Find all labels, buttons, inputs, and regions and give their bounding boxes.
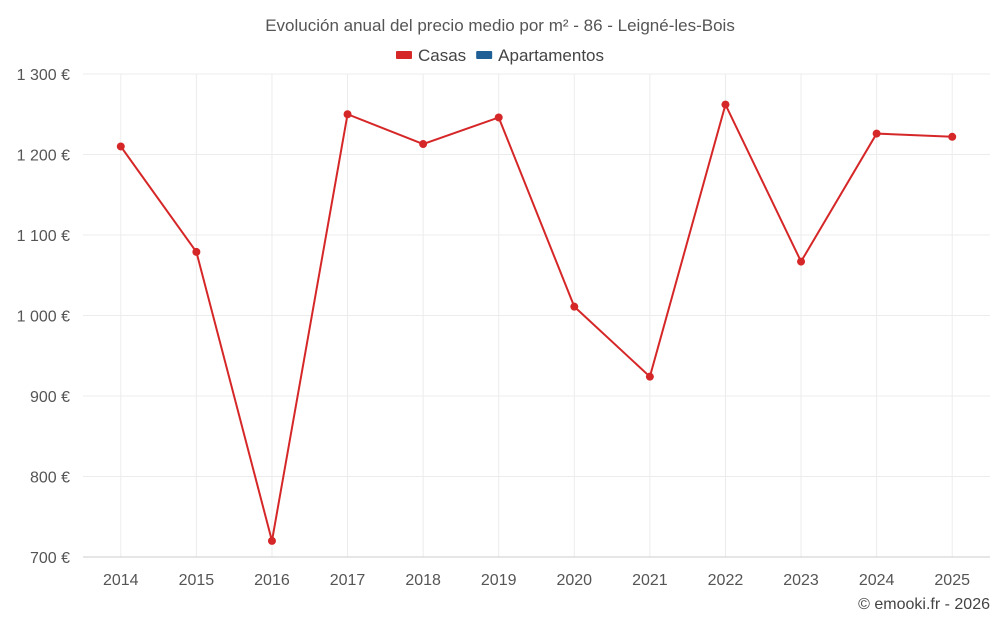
x-tick-label: 2021	[632, 572, 668, 589]
data-point[interactable]	[116, 142, 125, 151]
data-point[interactable]	[343, 110, 352, 119]
legend-label: Apartamentos	[498, 46, 604, 65]
legend-item-apartamentos[interactable]: Apartamentos	[476, 46, 604, 65]
x-tick-label: 2015	[179, 572, 215, 589]
data-point[interactable]	[645, 372, 654, 381]
x-tick-label: 2018	[405, 572, 441, 589]
legend-swatch	[476, 51, 493, 59]
credit-text: © emooki.fr - 2026	[858, 596, 990, 613]
data-point[interactable]	[872, 129, 881, 138]
y-axis-ticks: 700 € 800 € 900 € 1 000 € 1 100 € 1 200 € 1 30…	[17, 67, 70, 567]
x-axis-ticks: 2014 2015 2016 2017 2018 2019 2020 2021 2022 2023…	[103, 572, 970, 589]
x-tick-label: 2014	[103, 572, 139, 589]
data-point[interactable]	[267, 536, 276, 545]
y-tick-label: 900 €	[30, 389, 70, 406]
data-point[interactable]	[192, 247, 201, 256]
legend-swatch	[395, 51, 412, 59]
legend-item-casas[interactable]: Casas	[395, 46, 466, 65]
y-tick-label: 800 €	[30, 470, 70, 487]
x-tick-label: 2017	[330, 572, 366, 589]
x-tick-label: 2022	[708, 572, 744, 589]
x-tick-label: 2025	[934, 572, 970, 589]
y-tick-label: 700 €	[30, 550, 70, 567]
x-tick-label: 2023	[783, 572, 819, 589]
data-point[interactable]	[721, 100, 730, 109]
data-point[interactable]	[797, 257, 806, 266]
x-tick-label: 2019	[481, 572, 517, 589]
data-point[interactable]	[570, 302, 579, 311]
series-line-casas	[119, 101, 953, 542]
y-gridlines	[83, 73, 990, 477]
data-point[interactable]	[948, 132, 957, 141]
x-tick-label: 2016	[254, 572, 290, 589]
y-tick-label: 1 100 €	[17, 228, 70, 245]
chart-title: Evolución anual del precio medio por m² …	[265, 16, 735, 35]
y-tick-label: 1 300 €	[17, 67, 70, 84]
y-tick-label: 1 200 €	[17, 148, 70, 165]
data-point[interactable]	[419, 140, 428, 149]
series-group	[116, 100, 957, 545]
y-tick-label: 1 000 €	[17, 309, 70, 326]
legend: Casas Apartamentos	[395, 46, 604, 65]
x-tick-label: 2024	[859, 572, 895, 589]
x-gridlines	[120, 74, 953, 557]
data-point[interactable]	[494, 113, 503, 122]
x-tick-label: 2020	[556, 572, 592, 589]
legend-label: Casas	[418, 46, 466, 65]
